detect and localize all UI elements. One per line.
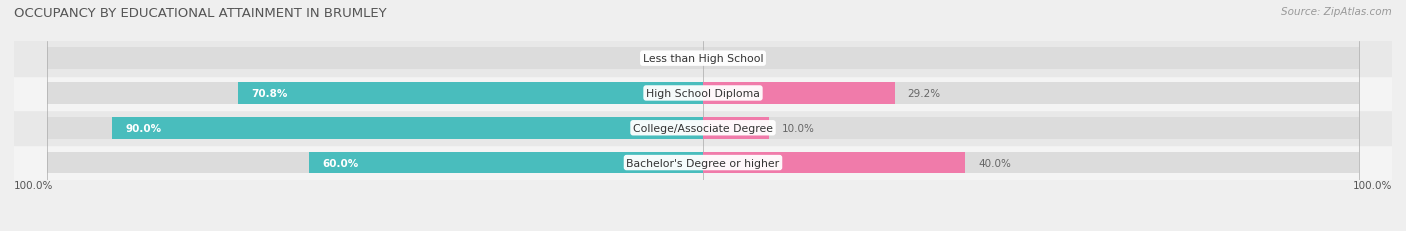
Bar — [112, 118, 703, 139]
Bar — [703, 152, 1360, 174]
Text: 29.2%: 29.2% — [908, 88, 941, 99]
Text: 90.0%: 90.0% — [125, 123, 162, 133]
Text: 60.0%: 60.0% — [322, 158, 359, 168]
Text: 100.0%: 100.0% — [1353, 180, 1392, 190]
Text: High School Diploma: High School Diploma — [647, 88, 759, 99]
Bar — [239, 83, 703, 104]
Bar — [703, 83, 894, 104]
Bar — [14, 42, 1392, 76]
Bar — [703, 83, 1360, 104]
Bar — [46, 83, 703, 104]
Bar — [46, 152, 703, 174]
Text: College/Associate Degree: College/Associate Degree — [633, 123, 773, 133]
Bar — [703, 118, 769, 139]
Bar — [14, 76, 1392, 111]
Text: 10.0%: 10.0% — [782, 123, 814, 133]
Text: 40.0%: 40.0% — [979, 158, 1011, 168]
Text: Source: ZipAtlas.com: Source: ZipAtlas.com — [1281, 7, 1392, 17]
Text: OCCUPANCY BY EDUCATIONAL ATTAINMENT IN BRUMLEY: OCCUPANCY BY EDUCATIONAL ATTAINMENT IN B… — [14, 7, 387, 20]
Text: 70.8%: 70.8% — [252, 88, 288, 99]
Bar — [309, 152, 703, 174]
Text: 0.0%: 0.0% — [664, 54, 690, 64]
Bar — [703, 152, 966, 174]
Bar — [703, 118, 1360, 139]
Text: 0.0%: 0.0% — [716, 54, 742, 64]
Bar — [46, 48, 703, 70]
Text: Less than High School: Less than High School — [643, 54, 763, 64]
Text: Bachelor's Degree or higher: Bachelor's Degree or higher — [627, 158, 779, 168]
Text: 100.0%: 100.0% — [14, 180, 53, 190]
Bar — [46, 118, 703, 139]
Bar — [703, 48, 1360, 70]
Bar — [14, 146, 1392, 180]
Bar — [14, 111, 1392, 146]
